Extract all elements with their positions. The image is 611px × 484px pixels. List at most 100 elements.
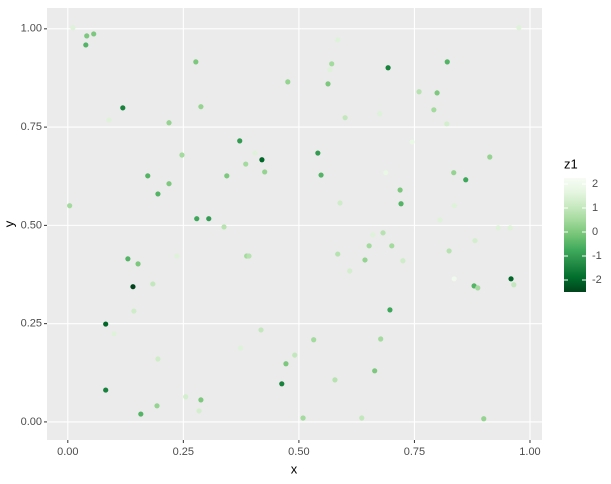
point	[238, 345, 244, 351]
point	[329, 61, 335, 67]
colorbar-label: -1	[592, 250, 602, 262]
point	[377, 111, 383, 117]
point	[385, 65, 391, 71]
point	[131, 308, 137, 314]
point	[370, 232, 376, 238]
y-tick-label: 0.75	[21, 121, 42, 133]
point	[70, 25, 76, 31]
point	[292, 352, 298, 358]
point	[84, 33, 90, 39]
point	[378, 336, 384, 342]
point	[198, 397, 204, 403]
colorbar-label: -2	[592, 274, 602, 286]
point	[481, 416, 487, 422]
point	[383, 170, 389, 176]
point	[196, 408, 202, 414]
x-tick-label: 0.75	[404, 446, 425, 458]
point	[138, 411, 144, 417]
point	[444, 121, 450, 127]
point	[279, 381, 285, 387]
point	[125, 256, 131, 262]
point	[150, 281, 156, 287]
point	[372, 368, 378, 374]
point	[246, 253, 252, 259]
point	[487, 154, 493, 160]
point	[252, 150, 258, 156]
point	[103, 387, 109, 393]
point	[111, 331, 117, 337]
point	[179, 152, 185, 158]
point	[283, 361, 289, 367]
point	[166, 181, 172, 187]
point	[300, 415, 306, 421]
x-tick-label: 0.25	[173, 446, 194, 458]
point	[194, 216, 200, 222]
point	[335, 37, 341, 43]
x-axis-title: x	[291, 461, 298, 476]
y-axis-title: y	[1, 220, 16, 227]
point	[174, 253, 180, 259]
point	[120, 105, 126, 111]
point	[387, 307, 393, 313]
point	[434, 90, 440, 96]
point	[311, 337, 317, 343]
point	[318, 172, 324, 178]
x-tick-label: 0.00	[57, 446, 78, 458]
point	[451, 170, 457, 176]
point	[327, 67, 333, 73]
point	[166, 120, 172, 126]
legend-title: z1	[564, 156, 578, 171]
point	[155, 356, 161, 362]
point	[259, 157, 265, 163]
point	[446, 248, 452, 254]
point	[206, 216, 212, 222]
point	[221, 224, 227, 230]
point	[243, 161, 249, 167]
point	[431, 107, 437, 113]
point	[130, 284, 136, 290]
colorbar-label: 2	[592, 178, 598, 190]
grid	[47, 8, 542, 440]
point	[347, 268, 353, 274]
point	[362, 257, 368, 263]
y-tick-label: 0.25	[21, 318, 42, 330]
point	[451, 203, 457, 209]
point	[397, 187, 403, 193]
point	[444, 59, 450, 65]
y-tick-label: 0.00	[21, 416, 42, 428]
x-tick-label: 0.50	[288, 446, 309, 458]
point	[91, 31, 97, 37]
point	[183, 394, 189, 400]
point	[380, 230, 386, 236]
point	[258, 327, 264, 333]
point	[67, 203, 73, 209]
point	[145, 173, 151, 179]
colorbar-label: 0	[592, 226, 598, 238]
colorbar	[564, 178, 586, 292]
point	[198, 104, 204, 110]
point	[83, 42, 89, 48]
point	[507, 225, 513, 231]
point	[337, 200, 343, 206]
point	[475, 285, 481, 291]
x-tick-label: 1.00	[519, 446, 540, 458]
point	[285, 79, 291, 85]
point	[366, 243, 372, 249]
point	[516, 25, 522, 31]
point	[398, 201, 404, 207]
point	[335, 251, 341, 257]
point	[342, 115, 348, 121]
point	[511, 282, 517, 288]
point	[332, 377, 338, 383]
point	[103, 321, 109, 327]
point	[106, 117, 112, 123]
point	[193, 59, 199, 65]
panel	[47, 8, 542, 440]
point	[508, 276, 514, 282]
point	[416, 89, 422, 95]
point	[315, 150, 321, 156]
point	[400, 258, 406, 264]
point	[437, 217, 443, 223]
point	[495, 225, 501, 231]
point	[472, 238, 478, 244]
